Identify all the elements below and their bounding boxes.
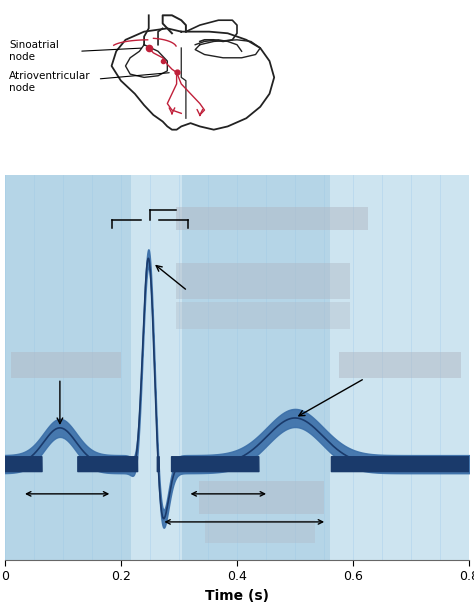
Bar [176,302,350,329]
Text: Sinoatrial
node: Sinoatrial node [9,40,59,62]
Bar [182,167,330,580]
Text: Atrioventricular
node: Atrioventricular node [9,72,91,93]
Bar [5,167,131,580]
Bar [176,206,368,230]
Bar [338,352,461,379]
Bar [10,352,121,379]
Bar [205,520,315,544]
X-axis label: Time (s): Time (s) [205,589,269,602]
Bar [176,263,350,299]
Bar [199,480,324,514]
